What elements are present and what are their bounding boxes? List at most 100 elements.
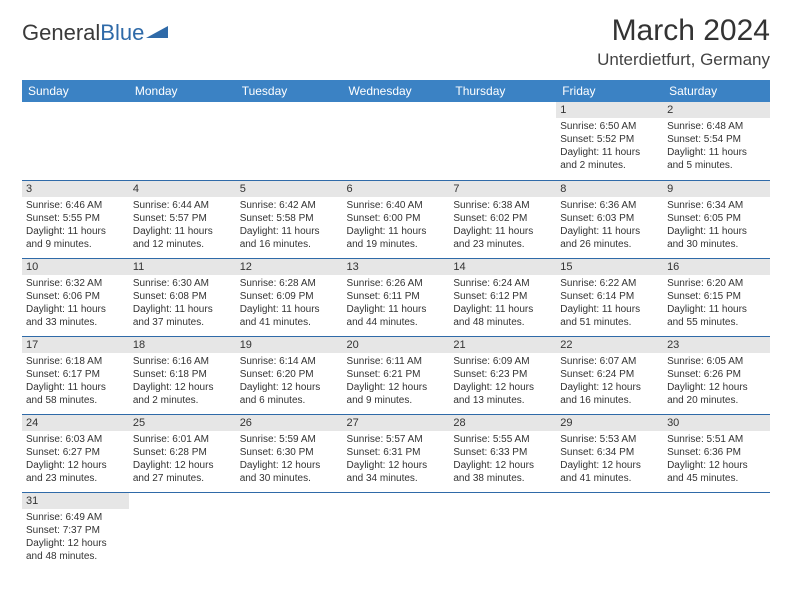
sunset-text: Sunset: 6:08 PM <box>133 290 232 303</box>
calendar-cell: 16Sunrise: 6:20 AMSunset: 6:15 PMDayligh… <box>663 258 770 336</box>
daylight-text: Daylight: 11 hours and 33 minutes. <box>26 303 125 329</box>
calendar-cell: 12Sunrise: 6:28 AMSunset: 6:09 PMDayligh… <box>236 258 343 336</box>
sunset-text: Sunset: 6:33 PM <box>453 446 552 459</box>
calendar-cell-empty <box>236 102 343 180</box>
weekday-header: Sunday <box>22 80 129 102</box>
sunrise-text: Sunrise: 6:46 AM <box>26 199 125 212</box>
calendar-cell: 2Sunrise: 6:48 AMSunset: 5:54 PMDaylight… <box>663 102 770 180</box>
day-number: 3 <box>22 181 129 197</box>
day-info: Sunrise: 5:59 AMSunset: 6:30 PMDaylight:… <box>236 431 343 488</box>
calendar-row: 1Sunrise: 6:50 AMSunset: 5:52 PMDaylight… <box>22 102 770 180</box>
weekday-header: Monday <box>129 80 236 102</box>
day-number: 30 <box>663 415 770 431</box>
day-number: 7 <box>449 181 556 197</box>
day-info: Sunrise: 6:46 AMSunset: 5:55 PMDaylight:… <box>22 197 129 254</box>
calendar-cell: 7Sunrise: 6:38 AMSunset: 6:02 PMDaylight… <box>449 180 556 258</box>
day-number: 17 <box>22 337 129 353</box>
calendar: SundayMondayTuesdayWednesdayThursdayFrid… <box>22 80 770 570</box>
daylight-text: Daylight: 11 hours and 5 minutes. <box>667 146 766 172</box>
day-info: Sunrise: 6:30 AMSunset: 6:08 PMDaylight:… <box>129 275 236 332</box>
weekday-header: Friday <box>556 80 663 102</box>
logo-flag-icon <box>146 24 172 42</box>
day-info: Sunrise: 5:57 AMSunset: 6:31 PMDaylight:… <box>343 431 450 488</box>
sunset-text: Sunset: 6:24 PM <box>560 368 659 381</box>
day-info: Sunrise: 6:05 AMSunset: 6:26 PMDaylight:… <box>663 353 770 410</box>
calendar-cell-empty <box>343 102 450 180</box>
sunrise-text: Sunrise: 6:05 AM <box>667 355 766 368</box>
sunrise-text: Sunrise: 6:32 AM <box>26 277 125 290</box>
sunrise-text: Sunrise: 6:07 AM <box>560 355 659 368</box>
day-info: Sunrise: 6:01 AMSunset: 6:28 PMDaylight:… <box>129 431 236 488</box>
day-number: 4 <box>129 181 236 197</box>
day-number: 19 <box>236 337 343 353</box>
sunrise-text: Sunrise: 6:26 AM <box>347 277 446 290</box>
sunrise-text: Sunrise: 6:42 AM <box>240 199 339 212</box>
sunset-text: Sunset: 6:18 PM <box>133 368 232 381</box>
calendar-cell: 17Sunrise: 6:18 AMSunset: 6:17 PMDayligh… <box>22 336 129 414</box>
day-number: 21 <box>449 337 556 353</box>
calendar-row: 10Sunrise: 6:32 AMSunset: 6:06 PMDayligh… <box>22 258 770 336</box>
day-info: Sunrise: 6:40 AMSunset: 6:00 PMDaylight:… <box>343 197 450 254</box>
sunrise-text: Sunrise: 6:28 AM <box>240 277 339 290</box>
sunset-text: Sunset: 6:36 PM <box>667 446 766 459</box>
sunrise-text: Sunrise: 6:36 AM <box>560 199 659 212</box>
sunrise-text: Sunrise: 6:20 AM <box>667 277 766 290</box>
location: Unterdietfurt, Germany <box>597 50 770 70</box>
day-number: 13 <box>343 259 450 275</box>
logo-text-2: Blue <box>100 20 144 46</box>
calendar-row: 17Sunrise: 6:18 AMSunset: 6:17 PMDayligh… <box>22 336 770 414</box>
day-number: 5 <box>236 181 343 197</box>
sunrise-text: Sunrise: 6:44 AM <box>133 199 232 212</box>
sunset-text: Sunset: 6:20 PM <box>240 368 339 381</box>
sunset-text: Sunset: 6:02 PM <box>453 212 552 225</box>
calendar-cell: 31Sunrise: 6:49 AMSunset: 7:37 PMDayligh… <box>22 492 129 570</box>
sunset-text: Sunset: 6:05 PM <box>667 212 766 225</box>
day-number: 14 <box>449 259 556 275</box>
sunset-text: Sunset: 6:34 PM <box>560 446 659 459</box>
sunrise-text: Sunrise: 5:53 AM <box>560 433 659 446</box>
day-info: Sunrise: 6:26 AMSunset: 6:11 PMDaylight:… <box>343 275 450 332</box>
daylight-text: Daylight: 11 hours and 48 minutes. <box>453 303 552 329</box>
calendar-cell-empty <box>663 492 770 570</box>
calendar-cell: 4Sunrise: 6:44 AMSunset: 5:57 PMDaylight… <box>129 180 236 258</box>
calendar-cell: 30Sunrise: 5:51 AMSunset: 6:36 PMDayligh… <box>663 414 770 492</box>
daylight-text: Daylight: 12 hours and 30 minutes. <box>240 459 339 485</box>
calendar-cell-empty <box>556 492 663 570</box>
daylight-text: Daylight: 11 hours and 41 minutes. <box>240 303 339 329</box>
sunrise-text: Sunrise: 5:51 AM <box>667 433 766 446</box>
day-info: Sunrise: 6:18 AMSunset: 6:17 PMDaylight:… <box>22 353 129 410</box>
daylight-text: Daylight: 12 hours and 16 minutes. <box>560 381 659 407</box>
sunset-text: Sunset: 6:14 PM <box>560 290 659 303</box>
day-number: 18 <box>129 337 236 353</box>
day-info: Sunrise: 6:38 AMSunset: 6:02 PMDaylight:… <box>449 197 556 254</box>
calendar-cell-empty <box>22 102 129 180</box>
weekday-header: Thursday <box>449 80 556 102</box>
header: GeneralBlue March 2024 Unterdietfurt, Ge… <box>22 14 770 70</box>
day-info: Sunrise: 6:44 AMSunset: 5:57 PMDaylight:… <box>129 197 236 254</box>
daylight-text: Daylight: 12 hours and 20 minutes. <box>667 381 766 407</box>
sunset-text: Sunset: 6:06 PM <box>26 290 125 303</box>
daylight-text: Daylight: 12 hours and 41 minutes. <box>560 459 659 485</box>
day-info: Sunrise: 6:36 AMSunset: 6:03 PMDaylight:… <box>556 197 663 254</box>
daylight-text: Daylight: 11 hours and 2 minutes. <box>560 146 659 172</box>
daylight-text: Daylight: 12 hours and 27 minutes. <box>133 459 232 485</box>
sunset-text: Sunset: 5:55 PM <box>26 212 125 225</box>
day-number: 11 <box>129 259 236 275</box>
sunset-text: Sunset: 6:09 PM <box>240 290 339 303</box>
calendar-cell: 10Sunrise: 6:32 AMSunset: 6:06 PMDayligh… <box>22 258 129 336</box>
daylight-text: Daylight: 11 hours and 30 minutes. <box>667 225 766 251</box>
day-number: 28 <box>449 415 556 431</box>
sunset-text: Sunset: 6:28 PM <box>133 446 232 459</box>
day-info: Sunrise: 6:50 AMSunset: 5:52 PMDaylight:… <box>556 118 663 175</box>
daylight-text: Daylight: 12 hours and 48 minutes. <box>26 537 125 563</box>
day-number: 2 <box>663 102 770 118</box>
calendar-cell-empty <box>129 492 236 570</box>
calendar-cell: 1Sunrise: 6:50 AMSunset: 5:52 PMDaylight… <box>556 102 663 180</box>
day-number: 8 <box>556 181 663 197</box>
daylight-text: Daylight: 12 hours and 6 minutes. <box>240 381 339 407</box>
daylight-text: Daylight: 12 hours and 9 minutes. <box>347 381 446 407</box>
calendar-cell: 19Sunrise: 6:14 AMSunset: 6:20 PMDayligh… <box>236 336 343 414</box>
daylight-text: Daylight: 12 hours and 2 minutes. <box>133 381 232 407</box>
weekday-header: Tuesday <box>236 80 343 102</box>
day-info: Sunrise: 6:16 AMSunset: 6:18 PMDaylight:… <box>129 353 236 410</box>
